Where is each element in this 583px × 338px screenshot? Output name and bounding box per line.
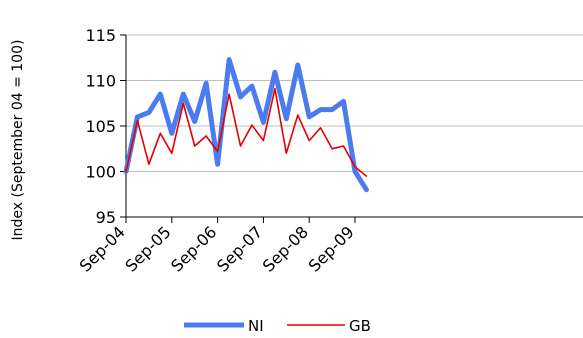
series-line-gb — [125, 87, 368, 177]
x-tick-label: Sep-07 — [213, 222, 266, 275]
x-tick-label: Sep-08 — [259, 222, 312, 275]
y-tick-label: 110 — [85, 72, 116, 91]
y-tick-label: 115 — [85, 26, 116, 45]
y-tick-labels: 95 100 105 110 115 — [85, 26, 116, 227]
y-tick-label: 95 — [96, 208, 116, 227]
x-tick-label: Sep-05 — [121, 222, 174, 275]
axes — [120, 34, 583, 223]
series-line-ni — [123, 57, 369, 193]
x-tick-label: Sep-09 — [305, 222, 358, 275]
y-tick-label: 100 — [85, 163, 116, 182]
legend: NI GB — [184, 317, 371, 335]
x-tick-label: Sep-06 — [167, 222, 220, 275]
legend-label-ni: NI — [248, 317, 264, 335]
legend-label-gb: GB — [349, 317, 371, 335]
y-tick-label: 105 — [85, 117, 116, 136]
x-tick-label: Sep-04 — [76, 222, 129, 275]
gridlines — [126, 34, 583, 172]
series-lines — [123, 57, 369, 193]
y-axis-title: Index (September 04 = 100) — [10, 40, 26, 241]
